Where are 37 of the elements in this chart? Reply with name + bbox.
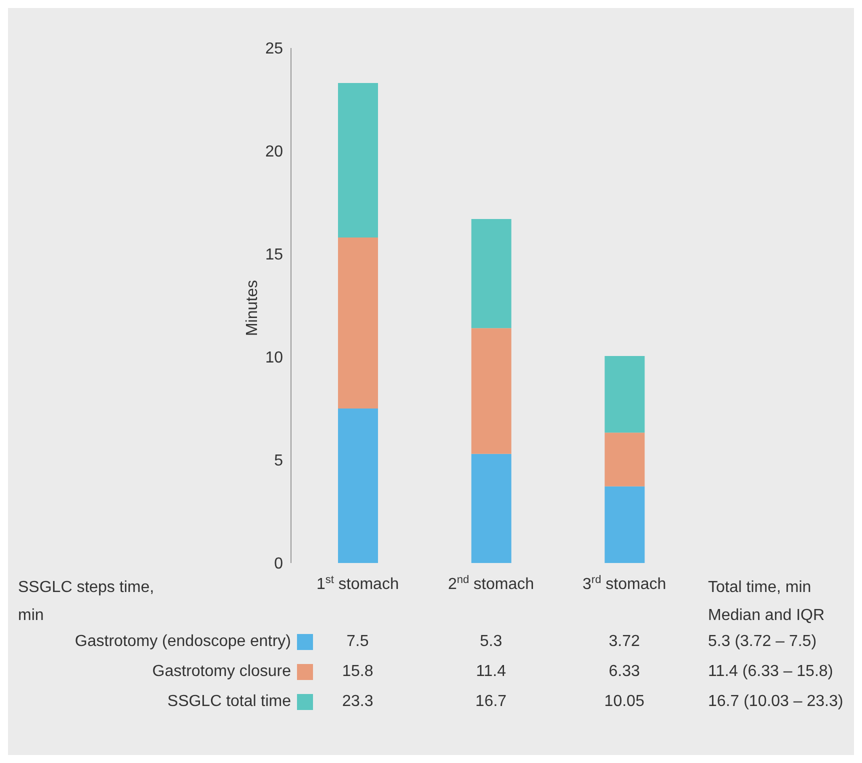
y-tick-label: 15 bbox=[265, 246, 284, 264]
x-tick-label: 1$^{st}$ stomach bbox=[316, 574, 399, 593]
legend-label: SSGLC total time bbox=[167, 693, 291, 711]
text: 5.3 bbox=[478, 633, 504, 651]
bar bbox=[471, 454, 512, 563]
text: Median and IQR bbox=[708, 606, 825, 626]
bar bbox=[604, 432, 645, 486]
bar bbox=[604, 356, 645, 433]
text: Total time, min bbox=[708, 578, 812, 598]
text: 15.8 bbox=[341, 663, 374, 681]
bar bbox=[338, 83, 378, 238]
bar bbox=[604, 486, 645, 563]
text: 11.4 bbox=[475, 663, 507, 681]
legend-label: Gastrotomy (endoscope entry) bbox=[74, 633, 291, 651]
y-tick-label: 20 bbox=[265, 144, 284, 161]
y-tick-label: 5 bbox=[274, 452, 284, 470]
bar bbox=[471, 328, 512, 454]
x-tick-label: 2$^{nd}$ stomach bbox=[448, 574, 534, 593]
text: 11.4 (6.33 – 15.8) bbox=[708, 663, 834, 681]
text: 23.3 bbox=[341, 693, 374, 711]
text: SSGLC steps time, min bbox=[18, 578, 156, 626]
text: 16.7 (10.03 – 23.3) bbox=[708, 693, 844, 711]
bar bbox=[338, 238, 378, 408]
text: 10.05 bbox=[603, 693, 646, 711]
y-tick-label: 10 bbox=[265, 350, 284, 367]
bar bbox=[338, 408, 378, 563]
text: 7.5 bbox=[346, 633, 370, 651]
text: 5.3 (3.72 – 7.5) bbox=[708, 633, 817, 651]
text: 16.7 bbox=[474, 693, 508, 711]
text: 3.72 bbox=[608, 633, 641, 651]
legend-label: Gastrotomy closure bbox=[152, 663, 291, 681]
x-tick-label: 3$^{rd}$ stomach bbox=[582, 574, 666, 593]
y-axis-title: Minutes bbox=[244, 280, 262, 336]
y-tick-label: 0 bbox=[274, 556, 284, 573]
y-tick-label: 25 bbox=[265, 40, 284, 58]
text: 6.33 bbox=[608, 663, 641, 681]
bar bbox=[471, 218, 512, 328]
